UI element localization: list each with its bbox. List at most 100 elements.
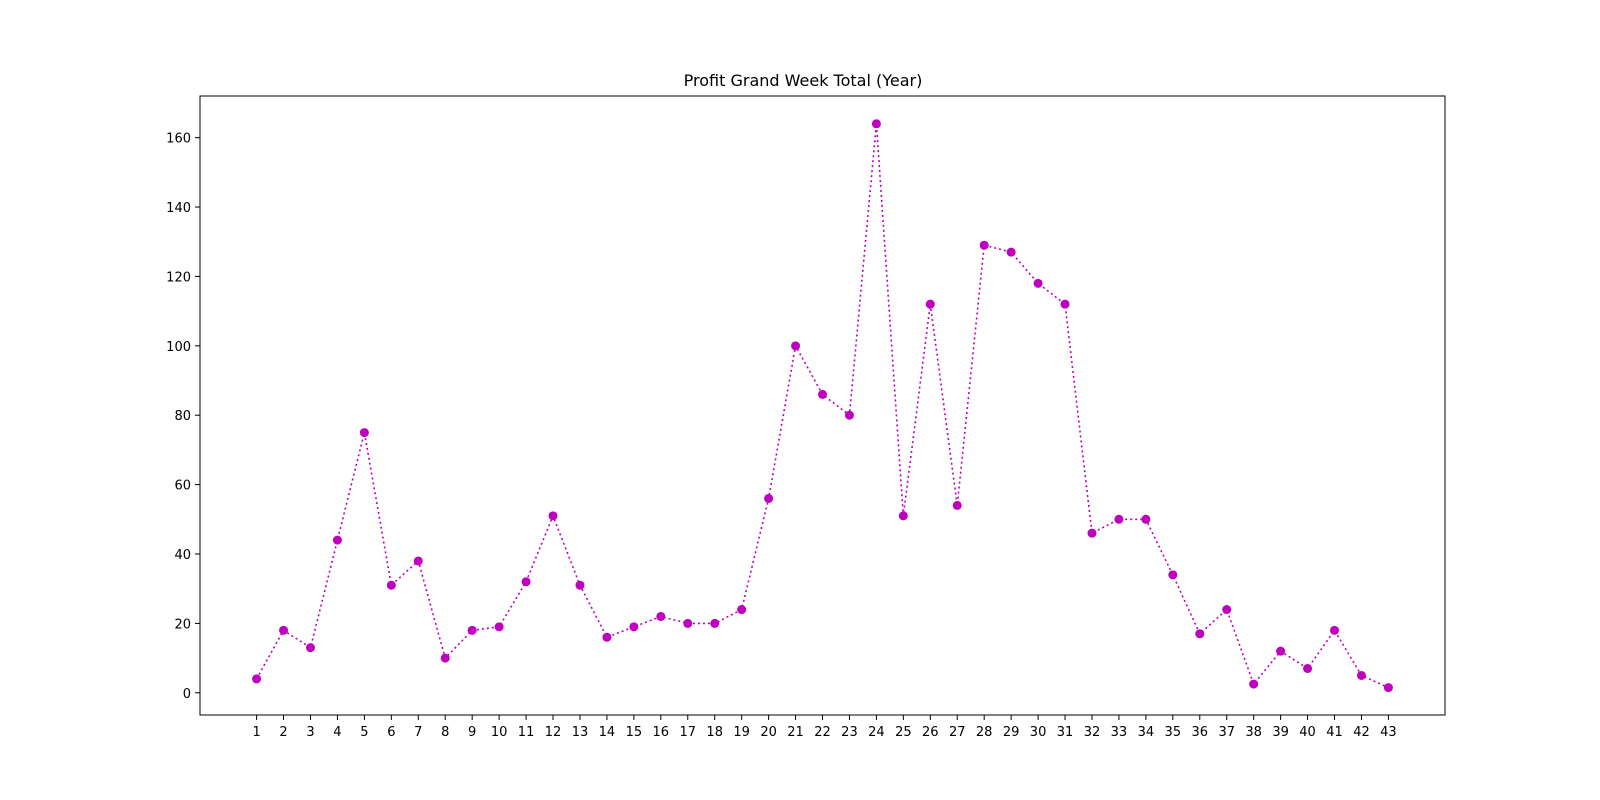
data-point [629,622,639,632]
x-tick-label: 41 [1326,725,1343,740]
y-tick-label: 140 [166,201,191,216]
data-point [467,625,477,635]
x-tick-label: 27 [949,725,966,740]
data-point [279,625,289,635]
x-tick-label: 12 [545,725,562,740]
x-tick-label: 23 [841,725,858,740]
x-tick-label: 33 [1111,725,1128,740]
x-tick-label: 7 [414,725,422,740]
data-point [602,632,612,642]
data-point [386,580,396,590]
x-tick-label: 31 [1057,725,1074,740]
data-point [1383,683,1393,693]
x-tick-label: 5 [360,725,368,740]
data-point [1006,247,1016,257]
data-point [548,511,558,521]
x-tick-label: 38 [1245,725,1262,740]
data-point [1114,514,1124,524]
x-tick-label: 8 [441,725,449,740]
x-tick-label: 16 [653,725,670,740]
x-tick-label: 30 [1030,725,1047,740]
data-point [710,618,720,628]
data-point [521,577,531,587]
data-point [818,389,827,399]
x-tick-label: 1 [252,725,260,740]
data-point [871,119,881,129]
data-point [979,240,989,250]
data-point [791,341,801,351]
x-tick-label: 2 [279,725,287,740]
series-line [255,123,1389,689]
y-tick-label: 120 [166,270,191,285]
data-point [898,511,908,521]
x-tick-label: 42 [1353,725,1370,740]
x-tick-label: 40 [1299,725,1316,740]
data-point [1222,605,1232,615]
x-tick-label: 15 [626,725,643,740]
x-tick-label: 24 [868,725,885,740]
x-tick-label: 19 [733,725,750,740]
y-tick-label: 100 [166,340,191,355]
x-tick-label: 32 [1084,725,1101,740]
data-point [359,428,369,438]
data-point [844,410,854,420]
data-point [737,605,747,615]
x-tick-label: 3 [306,725,314,740]
y-tick-label: 80 [174,409,191,424]
y-tick-label: 40 [174,548,191,563]
data-point [1330,625,1340,635]
y-tick-label: 20 [174,617,191,632]
data-point [656,611,666,621]
x-tick-label: 26 [922,725,939,740]
y-tick-label: 0 [183,687,191,702]
data-point [494,622,504,632]
data-point [1087,528,1097,538]
x-tick-label: 4 [333,725,341,740]
x-tick-label: 21 [787,725,804,740]
x-tick-label: 14 [599,725,616,740]
x-tick-label: 6 [387,725,395,740]
y-tick-label: 160 [166,132,191,147]
data-point [332,535,342,545]
y-axis: 0 20 40 60 80 100 120 140 160 [166,132,200,702]
y-tick-label: 60 [174,479,191,494]
x-tick-label: 28 [976,725,993,740]
data-point [305,643,315,653]
x-tick-label: 13 [572,725,589,740]
x-tick-label: 20 [760,725,777,740]
data-point [1141,514,1151,524]
x-tick-label: 17 [679,725,696,740]
x-tick-label: 10 [491,725,508,740]
data-point [925,299,935,309]
x-axis: 1 2 3 4 5 6 7 8 9 10 11 12 13 14 15 16 17 18 19 20 21 22 23 24 2… [252,715,1397,740]
data-point [575,580,585,590]
x-tick-label: 25 [895,725,912,740]
data-point [1276,646,1286,656]
plot-area-frame [199,95,1446,716]
data-point [1060,299,1070,309]
data-point [952,500,962,510]
x-tick-label: 37 [1218,725,1235,740]
data-point [683,618,693,628]
chart-title: Profit Grand Week Total (Year) [684,71,923,90]
data-point [440,653,450,663]
x-tick-label: 11 [518,725,535,740]
data-point [413,556,423,566]
x-tick-label: 36 [1191,725,1208,740]
x-tick-label: 18 [706,725,723,740]
data-point [1303,664,1313,674]
data-point [252,674,262,684]
x-tick-label: 39 [1272,725,1289,740]
x-tick-label: 43 [1380,725,1397,740]
x-tick-label: 9 [468,725,476,740]
x-tick-label: 29 [1003,725,1020,740]
x-tick-label: 35 [1165,725,1182,740]
data-point [1168,570,1178,580]
data-point [1356,670,1366,680]
x-tick-label: 22 [814,725,831,740]
data-point [1195,629,1205,639]
data-point [764,493,774,503]
data-point [1249,679,1259,689]
x-tick-label: 34 [1138,725,1155,740]
